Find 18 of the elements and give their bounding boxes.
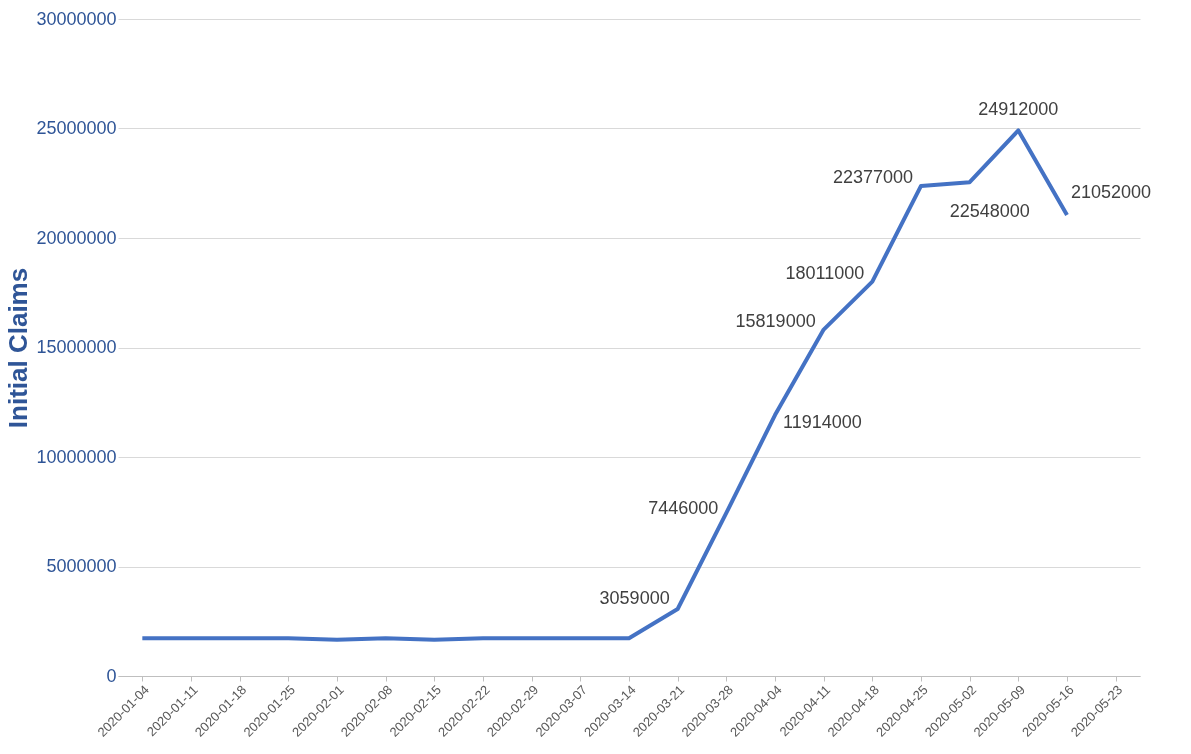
y-tick-label: 25000000 — [36, 118, 117, 138]
line-series — [140, 128, 1069, 642]
y-tick-label: 10000000 — [36, 446, 117, 467]
data-label: 18011000 — [785, 262, 865, 283]
y-axis-title: Initial Claims — [3, 267, 34, 429]
data-label: 24912000 — [978, 99, 1059, 120]
data-label: 11914000 — [783, 412, 862, 433]
data-label: 22377000 — [832, 166, 913, 187]
data-label: 3059000 — [599, 588, 670, 609]
data-label: 21052000 — [1071, 181, 1152, 202]
y-tick-label: 20000000 — [36, 227, 117, 248]
data-label: 22548000 — [949, 201, 1030, 222]
y-tick-label: 5000000 — [46, 556, 117, 576]
y-tick-label: 0 — [106, 665, 117, 686]
y-tick-label: 15000000 — [36, 337, 117, 357]
y-tick-label: 30000000 — [36, 8, 117, 29]
data-label: 7446000 — [648, 497, 719, 518]
data-label: 15819000 — [735, 310, 816, 331]
